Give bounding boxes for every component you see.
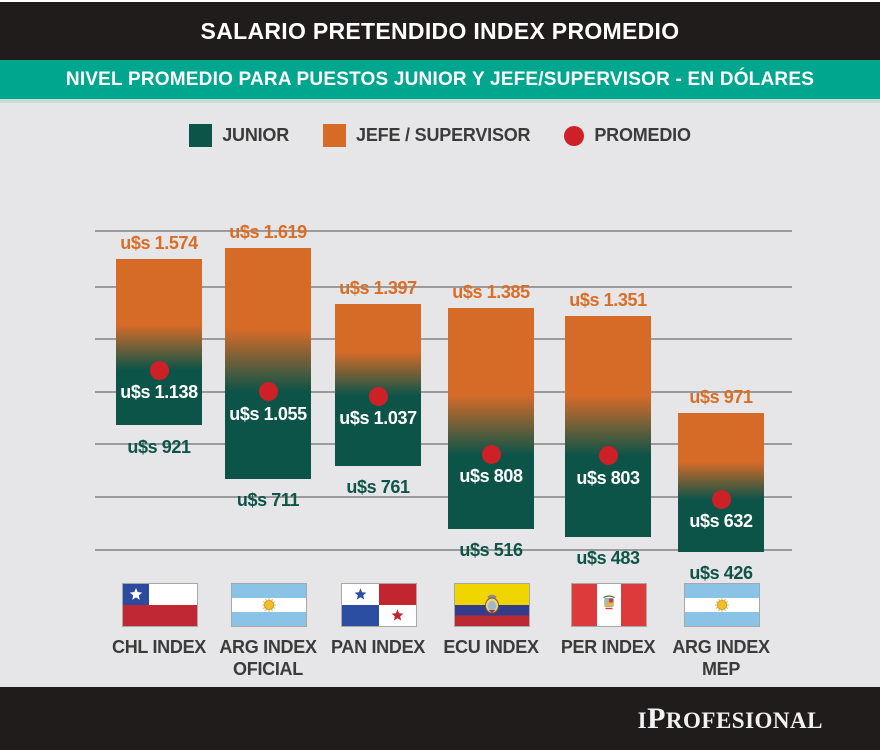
promedio-dot-icon bbox=[564, 125, 585, 146]
legend-item-junior: JUNIOR bbox=[189, 124, 289, 147]
country-label-line: ARG INDEX bbox=[219, 637, 317, 657]
jefe-value-label: u$s 1.574 bbox=[120, 233, 198, 253]
junior-value-label: u$s 761 bbox=[346, 477, 410, 497]
salary-range-bar bbox=[678, 413, 764, 552]
junior-value-label: u$s 711 bbox=[236, 490, 300, 510]
promedio-value-label: u$s 1.138 bbox=[120, 382, 198, 402]
jefe-swatch-icon bbox=[323, 124, 347, 147]
ecuador-flag bbox=[454, 583, 530, 627]
country-label-line: PER INDEX bbox=[560, 637, 656, 657]
jefe-value-label: u$s 1.385 bbox=[452, 282, 530, 302]
grid-line bbox=[95, 496, 792, 498]
junior-value-label: u$s 426 bbox=[689, 563, 753, 583]
promedio-dot bbox=[598, 446, 618, 465]
legend-item-jefe: JEFE / SUPERVISOR bbox=[323, 124, 531, 147]
grid-line bbox=[95, 549, 792, 551]
grid-line bbox=[95, 338, 792, 340]
title-bar: SALARIO PRETENDIDO INDEX PROMEDIO bbox=[0, 2, 880, 60]
country-label-line: OFICIAL bbox=[233, 659, 303, 679]
peru-flag bbox=[571, 583, 647, 627]
iprofesional-logo: I P ROFESIONAL bbox=[638, 702, 823, 736]
promedio-value-label: u$s 632 bbox=[689, 511, 753, 531]
salary-range-bar bbox=[225, 248, 311, 479]
junior-value-label: u$s 921 bbox=[127, 437, 191, 457]
salary-range-bar bbox=[565, 316, 651, 537]
country-label-line: ARG INDEX bbox=[672, 637, 770, 657]
promedio-legend-label: PROMEDIO bbox=[594, 125, 691, 145]
argentina-flag bbox=[231, 583, 307, 627]
promedio-value-label: u$s 808 bbox=[459, 466, 523, 486]
country-label: ARG INDEX OFICIAL bbox=[188, 636, 348, 680]
subtitle-bar-edge bbox=[0, 99, 880, 103]
jefe-value-label: u$s 1.619 bbox=[229, 222, 307, 242]
country-label-line: CHL INDEX bbox=[112, 637, 206, 657]
grid-line bbox=[95, 230, 792, 232]
grid-line bbox=[95, 391, 792, 393]
promedio-value-label: u$s 803 bbox=[576, 468, 640, 488]
grid-line bbox=[95, 286, 792, 288]
salary-range-bar bbox=[448, 308, 534, 529]
promedio-dot bbox=[711, 490, 731, 509]
promedio-dot bbox=[149, 361, 169, 380]
country-label-line: ECU INDEX bbox=[443, 637, 539, 657]
promedio-dot bbox=[481, 445, 501, 464]
logo-letter-p: P bbox=[647, 701, 666, 735]
salary-range-bar bbox=[116, 259, 202, 425]
country-label: PER INDEX bbox=[528, 636, 688, 658]
junior-legend-label: JUNIOR bbox=[222, 125, 290, 145]
subtitle-bar: NIVEL PROMEDIO PARA PUESTOS JUNIOR Y JEF… bbox=[0, 60, 880, 99]
jefe-value-label: u$s 1.397 bbox=[339, 278, 417, 298]
logo-letters-rest: ROFESIONAL bbox=[665, 707, 823, 733]
jefe-value-label: u$s 1.351 bbox=[569, 290, 647, 310]
country-label-line: MEP bbox=[701, 659, 741, 679]
country-label: ARG INDEX MEP bbox=[641, 636, 801, 680]
promedio-dot bbox=[368, 387, 388, 406]
promedio-value-label: u$s 1.055 bbox=[229, 404, 307, 424]
page-subtitle: NIVEL PROMEDIO PARA PUESTOS JUNIOR Y JEF… bbox=[65, 68, 815, 90]
top-divider bbox=[0, 0, 880, 2]
footer-bar: I P ROFESIONAL bbox=[0, 687, 880, 750]
logo-letter-i: I bbox=[637, 707, 648, 733]
legend-item-promedio: PROMEDIO bbox=[564, 125, 691, 146]
page-title: SALARIO PRETENDIDO INDEX PROMEDIO bbox=[200, 17, 680, 44]
chart-legend: JUNIOR JEFE / SUPERVISOR PROMEDIO bbox=[0, 124, 880, 147]
country-label-line: PAN INDEX bbox=[331, 637, 425, 657]
promedio-dot bbox=[258, 382, 278, 401]
salary-range-bar bbox=[335, 304, 421, 466]
jefe-value-label: u$s 971 bbox=[689, 387, 753, 407]
argentina-flag bbox=[684, 583, 760, 627]
junior-value-label: u$s 516 bbox=[459, 540, 523, 560]
country-label: CHL INDEX bbox=[79, 636, 239, 658]
grid-line bbox=[95, 443, 792, 445]
country-label: ECU INDEX bbox=[411, 636, 571, 658]
panama-flag bbox=[341, 583, 417, 627]
junior-swatch-icon bbox=[189, 124, 213, 147]
jefe-legend-label: JEFE / SUPERVISOR bbox=[356, 125, 531, 145]
junior-value-label: u$s 483 bbox=[576, 548, 640, 568]
country-label: PAN INDEX bbox=[298, 636, 458, 658]
chile-flag bbox=[122, 583, 198, 627]
promedio-value-label: u$s 1.037 bbox=[339, 408, 417, 428]
